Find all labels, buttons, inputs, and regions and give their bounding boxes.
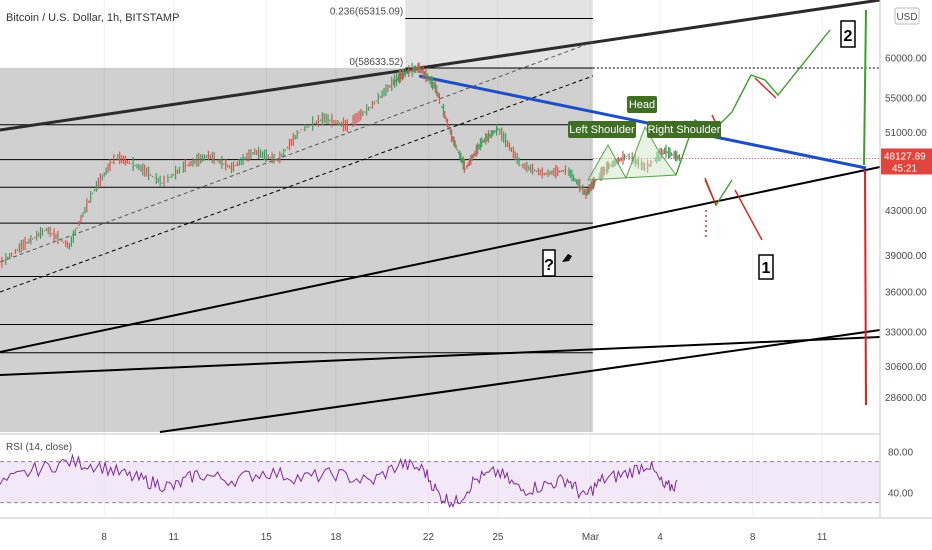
blue-resistance-line — [418, 74, 867, 170]
x-tick-label: Mar — [582, 532, 600, 543]
rsi-label: RSI (14, close) — [6, 442, 72, 453]
y-tick-label: 28600.00 — [885, 393, 927, 404]
upper-channel-line — [0, 0, 881, 132]
dashed-channel-line-2 — [0, 41, 594, 263]
target-box-2: 2 — [844, 28, 853, 45]
x-tick-label: 11 — [168, 532, 179, 543]
red-vertical-target — [864, 169, 867, 406]
last-price-tag — [881, 148, 932, 175]
red-projection-3 — [704, 177, 717, 206]
target-box-1: 1 — [762, 260, 771, 277]
rsi-tick-label: 40.00 — [888, 488, 913, 499]
x-tick-label: 11 — [817, 532, 828, 543]
x-tick-label: 8 — [101, 532, 107, 543]
currency-button[interactable] — [894, 7, 920, 25]
y-tick-label: 43000.00 — [885, 206, 927, 217]
chart-title: Bitcoin / U.S. Dollar, 1h, BITSTAMP — [6, 12, 179, 24]
x-tick-label: 18 — [330, 532, 342, 543]
x-tick-label: 15 — [261, 532, 273, 543]
red-projection-1 — [754, 77, 777, 99]
red-projection-4 — [734, 189, 763, 241]
y-tick-label: 36000.00 — [885, 288, 927, 299]
last-price-value: 48127.89 — [884, 151, 926, 162]
lower-channel-line — [159, 329, 881, 433]
y-tick-label: 30600.00 — [885, 362, 927, 373]
countdown-value: 45:21 — [892, 163, 917, 174]
y-tick-label: 51000.00 — [885, 128, 927, 139]
head-label-box — [627, 96, 657, 113]
left-shoulder-label-box — [568, 121, 636, 138]
dashed-channel-line-1 — [0, 75, 594, 293]
y-tick-label: 60000.00 — [885, 53, 927, 64]
fib-label-0236: 0.236(65315.09) — [330, 6, 403, 17]
question-box: ? — [544, 257, 554, 274]
right-shoulder-label-box — [647, 121, 721, 138]
rsi-series — [0, 453, 678, 509]
x-tick-label: 22 — [423, 532, 435, 543]
history-shade-box — [0, 67, 593, 432]
x-tick-label: 8 — [750, 532, 756, 543]
history-shading — [0, 0, 593, 432]
horizontal-levels — [0, 17, 880, 354]
middle-channel-line — [0, 166, 881, 353]
y-tick-label: 33000.00 — [885, 327, 927, 338]
y-tick-label: 55000.00 — [885, 93, 927, 104]
projection — [587, 9, 867, 406]
question-box-frame — [542, 249, 556, 277]
green-vertical-target — [863, 9, 867, 166]
price-axis-bg — [880, 0, 932, 518]
vertical-grid — [103, 0, 823, 518]
currency-button-label: USD — [896, 12, 917, 23]
green-projection-2 — [750, 29, 831, 97]
green-projection-3 — [704, 179, 733, 207]
rsi-line — [0, 453, 678, 509]
x-tick-label: 25 — [492, 532, 504, 543]
fib-label-0: 0(58633.52) — [349, 57, 403, 68]
rocket-icon — [562, 254, 572, 262]
right-shoulder-label: Right Shoulder — [648, 124, 721, 136]
left-shoulder-label: Left Shoulder — [569, 124, 635, 136]
y-tick-label: 39000.00 — [885, 251, 927, 262]
trend-lines — [0, 0, 881, 433]
rsi-tick-label: 80.00 — [888, 447, 913, 458]
head-label: Head — [629, 99, 655, 111]
target-box-2-frame — [840, 20, 856, 48]
bottom-channel-line — [0, 336, 881, 376]
x-tick-label: 4 — [657, 532, 663, 543]
target-box-1-frame — [758, 254, 774, 280]
